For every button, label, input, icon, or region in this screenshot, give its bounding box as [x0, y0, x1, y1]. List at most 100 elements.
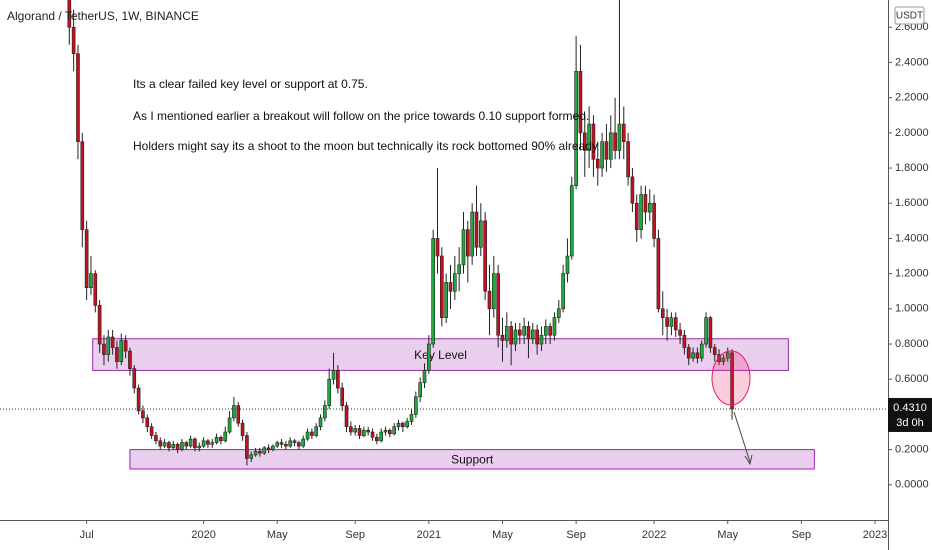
zone — [129, 449, 815, 470]
x-tick-label: Sep — [345, 529, 365, 541]
countdown-label: 3d 0h — [896, 417, 924, 429]
arrow-head — [744, 454, 753, 466]
candle-body — [80, 141, 85, 230]
candle-body — [388, 429, 392, 435]
candle-body — [461, 229, 466, 266]
candle-body — [569, 185, 574, 257]
x-tick-label: Jul — [80, 529, 94, 541]
candle-body — [67, 0, 72, 28]
candle-body — [543, 326, 548, 336]
candle-body — [678, 329, 682, 336]
candle-body — [725, 352, 730, 359]
y-axis-bg — [888, 0, 932, 550]
candle-body — [504, 326, 509, 341]
candle-body — [214, 436, 219, 443]
candle-body — [652, 202, 656, 239]
candle-body — [232, 405, 236, 419]
candle-body — [106, 336, 111, 355]
candle-body — [630, 176, 635, 204]
candle-body — [245, 435, 249, 459]
candle-body — [660, 308, 665, 318]
candle-body — [115, 347, 119, 362]
candle-body — [535, 329, 539, 345]
candle-body — [357, 428, 362, 436]
candle-body — [682, 334, 687, 348]
candle-body — [154, 435, 158, 442]
candle-body — [383, 429, 388, 433]
y-tick-label: 1.8000 — [895, 162, 929, 174]
candle-body — [587, 123, 591, 151]
candle-body — [171, 444, 176, 449]
candle-body — [453, 273, 457, 292]
candle-body — [522, 326, 526, 336]
y-tick-label: 2.6000 — [895, 21, 929, 33]
candle-body — [266, 447, 271, 450]
candle-body — [279, 442, 284, 445]
candle-body — [548, 326, 552, 336]
x-tick-label: May — [717, 529, 738, 541]
candle-body — [349, 426, 353, 433]
candle-body — [556, 308, 561, 318]
zone-label: Key Level — [414, 348, 467, 362]
candle-body — [600, 141, 604, 169]
candle-body — [435, 238, 440, 257]
candle-body — [530, 329, 535, 340]
candle-body — [440, 255, 444, 318]
candle-body — [565, 255, 570, 274]
candle-body — [223, 431, 228, 442]
candle-body — [639, 194, 643, 230]
x-tick-label: Sep — [792, 529, 812, 541]
candle-body — [686, 347, 691, 359]
candle-body — [84, 229, 89, 289]
currency-badge[interactable] — [894, 6, 925, 25]
candle-body — [240, 422, 245, 436]
last-price-label: 0.4310 — [893, 402, 927, 414]
candle-body — [284, 444, 288, 447]
candle-body — [444, 282, 448, 318]
candle-body — [193, 438, 197, 449]
candle-body — [366, 429, 371, 433]
candle-body — [379, 431, 384, 442]
candle-body — [184, 442, 189, 447]
candle-body — [448, 282, 453, 292]
y-tick-label: 2.4000 — [895, 56, 929, 68]
candle-body — [695, 352, 700, 359]
candle-body — [414, 396, 418, 415]
candles — [67, 0, 734, 466]
candle-body — [362, 429, 366, 436]
candle-body — [197, 445, 202, 449]
x-tick-label: 2022 — [642, 529, 666, 541]
candle-body — [422, 370, 427, 384]
candle-body — [595, 158, 600, 169]
y-tick-label: 2.0000 — [895, 127, 929, 139]
candle-body — [210, 442, 215, 445]
candle-body — [271, 445, 275, 450]
candle-body — [249, 454, 254, 459]
candle-body — [119, 340, 124, 362]
highlight-circle — [711, 350, 751, 406]
zones: Key Level Support — [92, 338, 815, 470]
candle-body — [71, 26, 76, 54]
x-tick-label: Sep — [566, 529, 586, 541]
candle-body — [128, 350, 132, 369]
candle-body — [704, 317, 708, 345]
candle-body — [539, 334, 544, 345]
candle-body — [180, 442, 184, 450]
last-price-tag — [888, 397, 932, 432]
candle-body — [643, 194, 648, 213]
x-tick-label: 2021 — [417, 529, 441, 541]
candle-body — [721, 357, 726, 362]
candle-body — [340, 387, 345, 406]
candle-body — [323, 405, 327, 419]
candle-body — [457, 264, 461, 274]
candle-body — [318, 417, 323, 428]
chart-title: Algorand / TetherUS, 1W, BINANCE — [7, 9, 199, 23]
candle-body — [669, 317, 674, 327]
y-tick-label: 0.0000 — [895, 479, 929, 491]
candle-body — [201, 440, 206, 447]
candle-body — [673, 317, 678, 331]
candle-body — [409, 414, 414, 422]
candle-body — [496, 273, 500, 336]
candle-body — [93, 273, 98, 306]
